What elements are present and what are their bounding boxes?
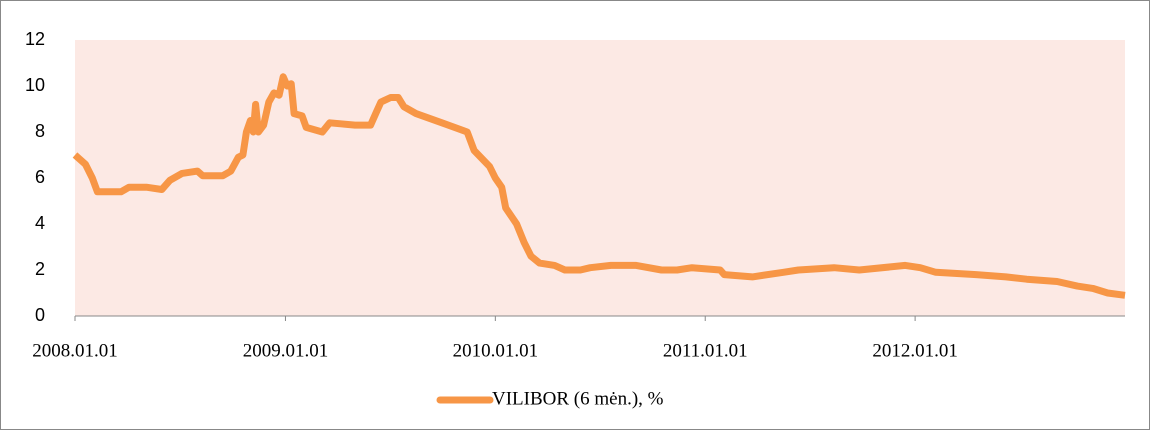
y-tick-label: 10	[25, 75, 45, 95]
x-tick-label: 2008.01.01	[32, 340, 118, 361]
y-tick-label: 0	[35, 305, 45, 325]
y-tick-label: 6	[35, 167, 45, 187]
legend-label: VILIBOR (6 mėn.), %	[492, 388, 664, 409]
data-line	[72, 73, 1126, 299]
y-tick-label: 12	[25, 29, 45, 49]
x-tick-label: 2011.01.01	[663, 340, 748, 361]
y-tick-label: 2	[35, 259, 45, 279]
y-tick-label: 8	[35, 121, 45, 141]
x-tick-label: 2009.01.01	[243, 340, 329, 361]
x-tick-label: 2010.01.01	[453, 340, 539, 361]
y-tick-label: 4	[35, 213, 45, 233]
x-tick-label: 2012.01.01	[872, 340, 958, 361]
